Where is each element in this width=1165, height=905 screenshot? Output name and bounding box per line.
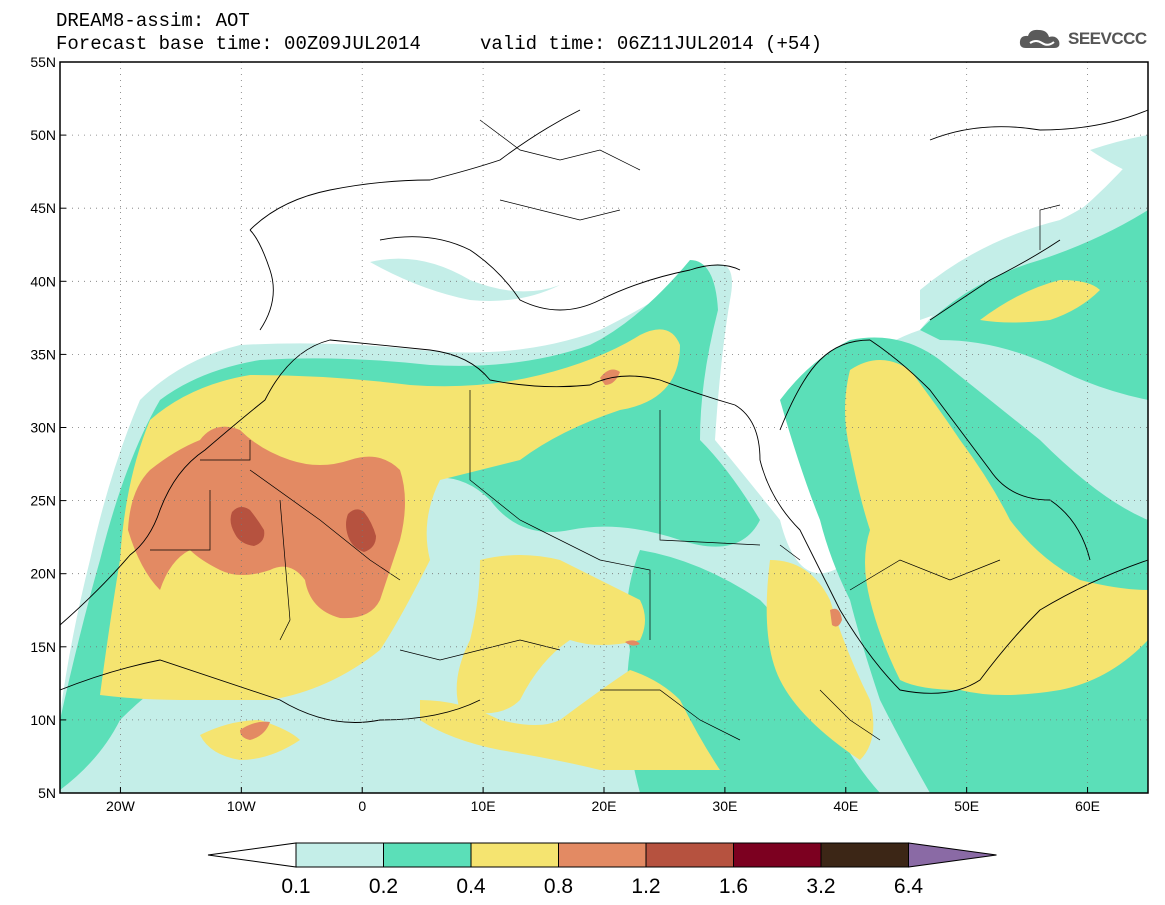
colorbar-segment	[733, 842, 822, 868]
colorbar: 0.1 0.2 0.4 0.8 1.2 1.6 3.2 6.4	[207, 842, 997, 898]
seevccc-logo: SEEVCCC	[1018, 26, 1147, 52]
colorbar-segment	[383, 842, 472, 868]
country-borders	[150, 119, 1061, 741]
lat-label: 5N	[38, 785, 56, 801]
coastlines	[60, 109, 1148, 723]
aot-contour-0.8	[128, 369, 842, 740]
lon-label: 50E	[954, 798, 979, 814]
lat-label: 50N	[30, 127, 56, 143]
colorbar-label: 0.1	[281, 875, 310, 898]
colorbar-over-arrow	[908, 842, 997, 868]
colorbar-label: 0.4	[456, 875, 486, 898]
lat-label: 30N	[30, 420, 56, 436]
forecast-base-time: Forecast base time: 00Z09JUL2014	[56, 33, 421, 55]
valid-time: valid time: 06Z11JUL2014 (+54)	[480, 33, 823, 55]
colorbar-label: 1.6	[719, 875, 748, 898]
lon-label: 10W	[227, 798, 257, 814]
lon-label: 10E	[471, 798, 496, 814]
lat-label: 10N	[30, 712, 56, 728]
lon-label: 0	[358, 798, 366, 814]
logo-text: SEEVCCC	[1068, 29, 1147, 48]
cloud-icon	[1019, 29, 1060, 48]
latitude-labels: 55N 50N 45N 40N 35N 30N 25N 20N 15N 10N 5N	[30, 54, 66, 801]
lat-label: 45N	[30, 200, 56, 216]
lon-label: 40E	[833, 798, 858, 814]
colorbar-under-arrow	[207, 842, 297, 868]
lon-label: 20W	[106, 798, 136, 814]
lon-label: 20E	[592, 798, 617, 814]
lat-label: 20N	[30, 566, 56, 582]
colorbar-label: 0.2	[369, 875, 398, 898]
colorbar-segment	[645, 842, 734, 868]
colorbar-segment	[295, 842, 384, 868]
colorbar-segment	[558, 842, 647, 868]
lon-label: 60E	[1075, 798, 1100, 814]
lat-label: 25N	[30, 493, 56, 509]
colorbar-segment	[820, 842, 909, 868]
lon-label: 30E	[712, 798, 737, 814]
lat-label: 55N	[30, 54, 56, 70]
aot-contour-1.2	[230, 506, 376, 552]
lat-label: 35N	[30, 346, 56, 362]
lat-label: 15N	[30, 639, 56, 655]
colorbar-label: 0.8	[544, 875, 573, 898]
colorbar-segment	[470, 842, 559, 868]
longitude-labels: 20W 10W 0 10E 20E 30E 40E 50E 60E	[106, 787, 1100, 814]
chart-title: DREAM8-assim: AOT	[56, 10, 250, 32]
colorbar-label: 6.4	[894, 875, 924, 898]
lat-label: 40N	[30, 273, 56, 289]
colorbar-label: 1.2	[631, 875, 660, 898]
colorbar-label: 3.2	[806, 875, 835, 898]
aot-field	[60, 109, 1148, 793]
